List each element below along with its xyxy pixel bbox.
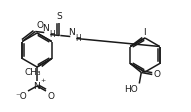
Text: HO: HO <box>125 84 138 94</box>
Text: N: N <box>68 28 75 37</box>
Text: N: N <box>42 24 49 32</box>
Text: ⁻O: ⁻O <box>15 92 27 101</box>
Text: H: H <box>75 34 81 43</box>
Text: +: + <box>40 78 46 83</box>
Text: N: N <box>34 82 40 91</box>
Text: O: O <box>36 20 43 29</box>
Text: H: H <box>49 30 55 39</box>
Text: O: O <box>47 92 54 101</box>
Text: CH₃: CH₃ <box>24 68 41 76</box>
Text: S: S <box>56 12 62 20</box>
Text: I: I <box>143 28 146 37</box>
Text: O: O <box>153 70 160 79</box>
